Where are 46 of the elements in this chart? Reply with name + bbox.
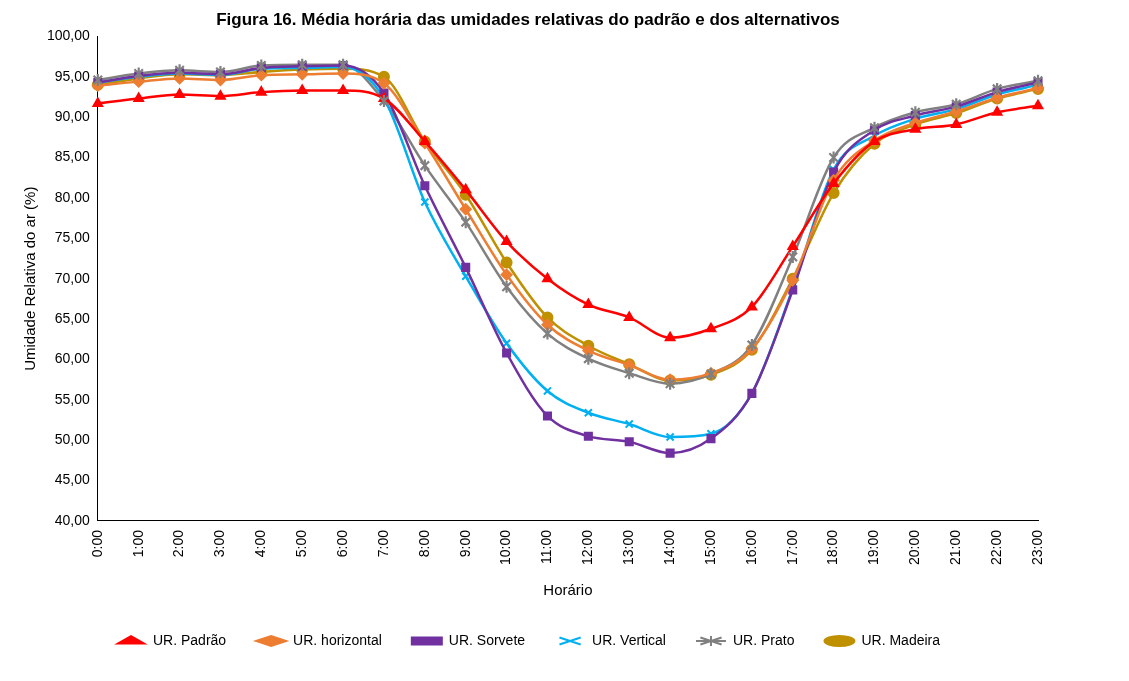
x-tick-label: 16:00 [742,529,759,566]
x-tick-label: 17:00 [783,529,800,566]
y-tick-label: 85,00 [54,148,91,165]
y-tick-label: 80,00 [54,188,91,205]
legend-label: UR. Madeira [861,631,941,648]
x-tick-label: 10:00 [497,529,514,566]
y-tick-label: 60,00 [54,350,91,367]
y-tick-label: 50,00 [54,431,91,448]
x-tick-label: 1:00 [129,529,146,558]
y-tick-label: 40,00 [54,511,91,528]
legend-label: UR. Prato [732,631,795,648]
legend-label: UR. Padrão [152,631,227,648]
x-tick-label: 19:00 [865,529,882,566]
y-tick-label: 55,00 [54,390,91,407]
x-tick-label: 23:00 [1028,529,1045,566]
x-tick-label: 5:00 [293,529,310,558]
x-tick-label: 13:00 [620,529,637,566]
y-tick-label: 100,00 [46,27,91,44]
x-tick-label: 0:00 [88,529,105,558]
y-tick-label: 75,00 [54,229,91,246]
x-axis-title: Horário [543,581,593,599]
x-tick-label: 15:00 [701,529,718,566]
x-tick-label: 4:00 [252,529,269,558]
x-tick-label: 2:00 [170,529,187,558]
y-tick-label: 45,00 [54,471,91,488]
x-tick-label: 11:00 [538,529,555,564]
x-tick-label: 12:00 [579,529,596,566]
y-tick-label: 65,00 [54,309,91,326]
x-tick-label: 9:00 [456,529,473,558]
x-tick-label: 21:00 [947,529,964,566]
y-axis-title: Umidade Relativa do ar (%) [21,186,39,371]
y-tick-label: 90,00 [54,108,91,125]
x-tick-label: 18:00 [824,529,841,566]
x-tick-label: 6:00 [333,529,350,558]
legend-label: UR. Sorvete [448,631,526,648]
legend-label: UR. horizontal [293,631,382,648]
chart-title: Figura 16. Média horária das umidades relativas do padrão e dos alternativos [216,9,840,29]
x-tick-label: 7:00 [374,529,391,558]
y-tick-label: 70,00 [54,269,91,286]
legend-label: UR. Vertical [592,631,666,648]
y-tick-label: 95,00 [54,67,91,84]
x-tick-label: 3:00 [211,529,228,558]
x-tick-label: 8:00 [415,529,432,558]
x-tick-label: 22:00 [987,529,1004,566]
x-tick-label: 14:00 [660,529,677,566]
x-tick-label: 20:00 [906,529,923,566]
